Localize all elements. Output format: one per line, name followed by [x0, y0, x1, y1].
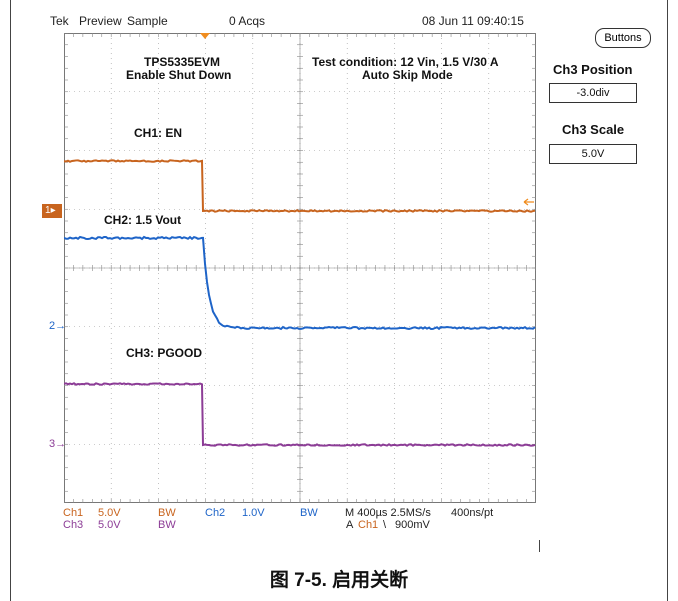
scope-readout: Ch1 5.0V BW Ch2 1.0V BW M 400µs 2.5MS/s … — [0, 507, 678, 547]
trigger-slope-icon: \ — [383, 519, 386, 531]
ch3-position-value[interactable]: -3.0div — [549, 83, 637, 103]
scope-screen: TPS5335EVM Enable Shut Down Test conditi… — [64, 33, 536, 503]
ch3-bw-readout: BW — [158, 519, 176, 531]
ch1-label: CH1: EN — [134, 126, 182, 140]
board-label: TPS5335EVM — [144, 55, 220, 69]
brand-label: Tek — [50, 14, 69, 28]
mode-label: Preview — [79, 14, 122, 28]
timestamp: 08 Jun 11 09:40:15 — [422, 14, 524, 28]
ch3-readout: Ch3 — [63, 519, 83, 531]
ch3-position-title: Ch3 Position — [553, 62, 632, 77]
graticule — [64, 33, 536, 503]
ch1-readout: Ch1 — [63, 507, 83, 519]
acq-mode-label: Sample — [127, 14, 168, 28]
ch3-ground-marker[interactable]: 3→ — [49, 438, 66, 450]
test-condition-line1: Test condition: 12 Vin, 1.5 V/30 A — [312, 55, 499, 69]
trigger-channel: Ch1 — [358, 519, 378, 531]
ch2-bw-readout: BW — [300, 507, 318, 519]
acq-count: 0 Acqs — [229, 14, 265, 28]
ch1-ground-marker[interactable]: 1▸ — [42, 204, 62, 218]
scope-status-bar: Tek Preview Sample 0 Acqs 08 Jun 11 09:4… — [0, 14, 678, 30]
ch2-readout: Ch2 — [205, 507, 225, 519]
ch1-marker-text: 1 — [45, 205, 51, 216]
caption-divider — [539, 540, 540, 552]
ch3-marker-text: 3 — [49, 438, 55, 450]
function-label: Enable Shut Down — [126, 68, 231, 82]
trigger-prefix: A — [346, 519, 353, 531]
ch3-scale-title: Ch3 Scale — [562, 122, 624, 137]
ch2-marker-text: 2 — [49, 320, 55, 332]
ch2-ground-marker[interactable]: 2→ — [49, 320, 66, 332]
ch3-scale-readout: 5.0V — [98, 519, 121, 531]
timebase-readout: M 400µs 2.5MS/s — [345, 507, 431, 519]
ch3-scale-value[interactable]: 5.0V — [549, 144, 637, 164]
figure-caption: 图 7-5. 启用关断 — [0, 565, 678, 592]
test-condition-line2: Auto Skip Mode — [362, 68, 453, 82]
ch2-scale-readout: 1.0V — [242, 507, 265, 519]
ch2-label: CH2: 1.5 Vout — [104, 213, 181, 227]
buttons-button[interactable]: Buttons — [595, 28, 651, 48]
ch1-bw-readout: BW — [158, 507, 176, 519]
record-length-readout: 400ns/pt — [451, 507, 493, 519]
ch3-label: CH3: PGOOD — [126, 346, 202, 360]
ch1-scale-readout: 5.0V — [98, 507, 121, 519]
trigger-level: 900mV — [395, 519, 430, 531]
